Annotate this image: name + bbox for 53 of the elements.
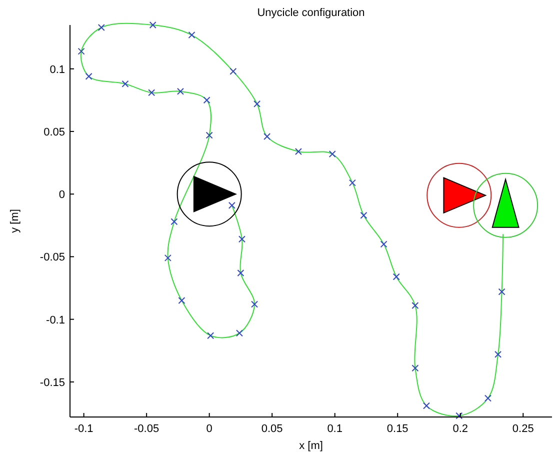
chart-title: Unycicle configuration [257,7,365,19]
point [149,22,156,28]
y-tick-label: 0.05 [44,126,65,138]
y-axis-title: y [m] [9,209,21,233]
point [392,273,400,280]
point [122,80,129,88]
point [484,394,492,402]
x-tick-label: 0.25 [512,423,534,435]
point [238,236,246,243]
x-tick-label: 0.15 [386,423,408,435]
point [78,48,85,55]
point [230,68,237,75]
x-tick-label: 0 [206,423,212,435]
point [236,330,243,337]
point [294,148,302,155]
point [348,179,356,186]
point [254,100,261,108]
point [360,212,368,219]
point [206,132,213,139]
y-tick-label: 0.1 [50,64,65,76]
x-tick-label: 0.2 [452,423,468,435]
point [85,72,92,80]
x-axis-title: x [m] [299,440,323,452]
point [380,240,388,248]
point [203,96,210,104]
y-tick-label: 0 [58,189,65,202]
point [498,288,506,296]
x-tick-label: -0.05 [134,423,160,435]
point [164,254,172,262]
x-tick-label: -0.1 [74,423,94,435]
point [98,24,105,32]
point [264,132,271,140]
point [188,32,196,39]
point [176,88,184,95]
point [412,302,419,310]
point [251,300,258,308]
point [456,412,463,420]
y-tick-label: -0.1 [46,314,65,326]
line-series [80,23,504,416]
point [422,402,430,410]
point [148,89,156,96]
x-tick-label: 0.05 [261,423,283,435]
point [228,202,236,209]
point [328,150,336,158]
point [178,297,186,304]
point [237,269,244,276]
point [494,350,502,358]
point [412,364,419,372]
x-tick-label: 0.1 [327,423,342,435]
y-tick-label: -0.15 [40,376,65,389]
point [170,218,178,226]
point [207,332,214,340]
y-tick-label: -0.05 [40,252,65,264]
